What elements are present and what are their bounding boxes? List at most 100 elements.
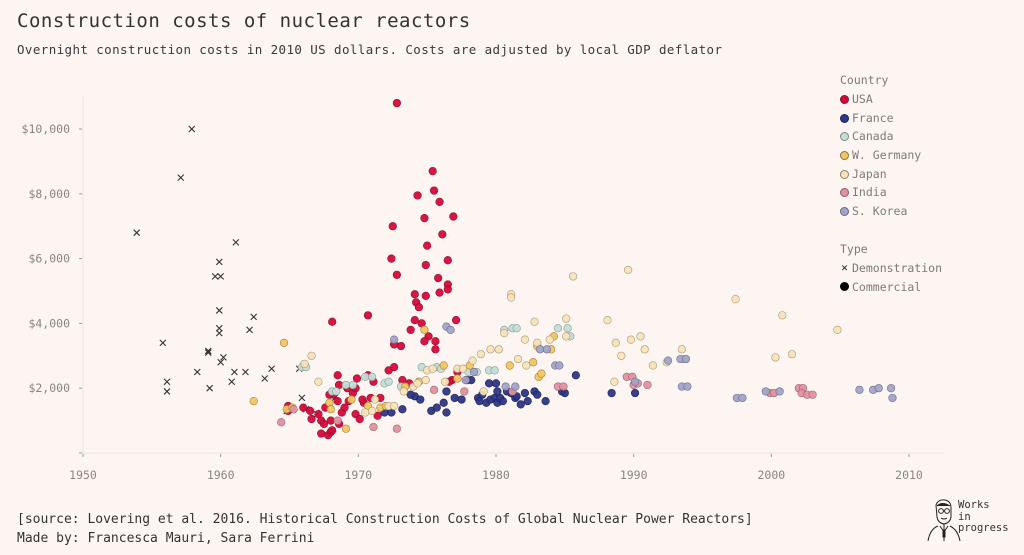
usa-point bbox=[299, 403, 308, 412]
usa-swatch-icon bbox=[840, 94, 849, 104]
legend-item-japan[interactable]: Japan bbox=[840, 165, 942, 184]
japan-point bbox=[513, 354, 523, 364]
demonstration-point bbox=[250, 313, 258, 321]
india-point bbox=[392, 424, 401, 433]
canada-point bbox=[368, 372, 377, 381]
s-korea-point bbox=[446, 325, 455, 334]
japan-point bbox=[428, 364, 437, 373]
legend-label: S. Korea bbox=[852, 204, 908, 219]
usa-point bbox=[413, 191, 422, 200]
legend-item-commercial[interactable]: Commercial bbox=[840, 278, 942, 297]
s-korea-point bbox=[535, 345, 545, 354]
france-point bbox=[498, 397, 507, 406]
s-korea-point bbox=[469, 367, 479, 377]
demonstration-point bbox=[217, 358, 225, 366]
japan-point bbox=[610, 377, 619, 386]
japan-point bbox=[486, 345, 495, 354]
india-point bbox=[333, 416, 342, 425]
w-germany-swatch-icon bbox=[840, 150, 849, 160]
y-tick-label: $4,000 bbox=[28, 316, 70, 330]
chart-subtitle: Overnight construction costs in 2010 US … bbox=[17, 42, 723, 57]
works-in-progress-logo bbox=[927, 499, 961, 542]
canada-point bbox=[563, 324, 572, 333]
s-korea-point bbox=[683, 382, 692, 391]
usa-point bbox=[423, 241, 432, 250]
usa-point bbox=[306, 406, 315, 415]
usa-point bbox=[355, 414, 364, 424]
s-korea-point bbox=[761, 387, 770, 396]
japan-point bbox=[361, 408, 370, 417]
japan-point bbox=[787, 350, 797, 359]
legend-item-india[interactable]: India bbox=[840, 183, 942, 202]
demonstration-point bbox=[159, 339, 167, 347]
legend-item-w-germany[interactable]: W. Germany bbox=[840, 146, 942, 165]
japan-point bbox=[562, 332, 571, 341]
usa-point bbox=[352, 374, 362, 383]
demonstration-point bbox=[217, 273, 225, 280]
s-korea-point bbox=[855, 385, 864, 394]
france-point bbox=[520, 388, 530, 398]
canada-point bbox=[361, 372, 370, 381]
india-point bbox=[277, 418, 286, 427]
demonstration-point bbox=[220, 354, 227, 361]
usa-point bbox=[328, 426, 337, 435]
data-marks bbox=[133, 98, 897, 440]
france-point bbox=[516, 400, 525, 409]
france-point bbox=[457, 395, 466, 404]
usa-point bbox=[387, 254, 396, 263]
legend-item-canada[interactable]: Canada bbox=[840, 127, 942, 146]
w-germany-point bbox=[347, 395, 356, 404]
japan-point bbox=[500, 329, 509, 338]
usa-point bbox=[396, 341, 406, 351]
france-point bbox=[491, 379, 501, 388]
france-point bbox=[475, 397, 484, 406]
usa-point bbox=[328, 317, 337, 326]
y-tick-label: $10,000 bbox=[22, 122, 71, 136]
logo-text-line: progress bbox=[958, 522, 1009, 534]
usa-point bbox=[390, 363, 399, 372]
s-korea-point bbox=[888, 393, 897, 403]
japan-point bbox=[468, 356, 477, 365]
japan-point bbox=[307, 351, 316, 360]
france-point bbox=[493, 387, 502, 396]
france-swatch-icon bbox=[840, 113, 849, 123]
demonstration-point bbox=[188, 125, 196, 133]
legend-label: W. Germany bbox=[852, 148, 922, 163]
japan-point bbox=[562, 314, 571, 323]
legend-type-title: Type bbox=[840, 241, 868, 256]
japan-point bbox=[458, 364, 468, 373]
x-tick-label: 1970 bbox=[344, 468, 372, 482]
japan-point bbox=[545, 335, 554, 344]
japan-point bbox=[370, 395, 379, 404]
japan-point bbox=[626, 335, 636, 344]
india-point bbox=[643, 380, 652, 390]
axes: 1950 1960 1970 1980 1990 2000 2010 $2,000 $4,000… bbox=[22, 96, 945, 482]
demonstration-point bbox=[232, 239, 240, 246]
france-point bbox=[607, 388, 616, 398]
japan-point bbox=[530, 317, 539, 326]
legend-label: USA bbox=[852, 92, 873, 106]
usa-point bbox=[414, 303, 424, 312]
legend-item-usa[interactable]: USA bbox=[840, 90, 942, 109]
legend-country-title: Country bbox=[840, 73, 889, 87]
canada-point bbox=[384, 377, 393, 386]
france-point bbox=[523, 397, 532, 406]
legend-item-france[interactable]: France bbox=[840, 109, 942, 128]
demonstration-point bbox=[215, 258, 223, 266]
usa-point bbox=[314, 410, 323, 419]
w-germany-point bbox=[439, 361, 448, 370]
japan-point bbox=[677, 345, 686, 354]
india-point bbox=[460, 387, 469, 396]
legend-item-s-korea[interactable]: S. Korea bbox=[840, 202, 942, 221]
legend-item-demonstration[interactable]: ✕ Demonstration bbox=[840, 259, 942, 278]
japan-point bbox=[731, 295, 740, 304]
france-point bbox=[432, 403, 441, 412]
usa-point bbox=[410, 290, 419, 299]
legend-label: Canada bbox=[852, 129, 894, 144]
usa-point bbox=[443, 256, 452, 265]
w-germany-point bbox=[420, 325, 429, 334]
s-korea-point bbox=[738, 393, 747, 403]
usa-point bbox=[406, 325, 415, 334]
legend-label: France bbox=[852, 110, 894, 125]
france-point bbox=[406, 390, 415, 399]
